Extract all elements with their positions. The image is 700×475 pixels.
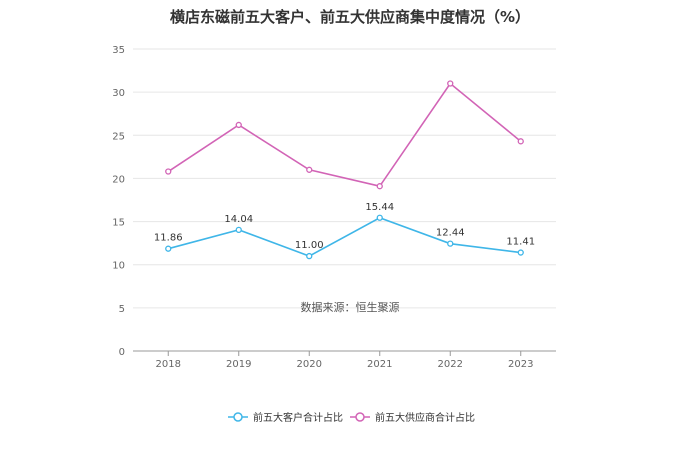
x-tick-label: 2022	[438, 359, 463, 370]
data-point	[447, 80, 454, 87]
data-point	[306, 166, 313, 173]
y-tick-label: 30	[112, 88, 125, 99]
chart-title: 横店东磁前五大客户、前五大供应商集中度情况（%）	[169, 8, 531, 26]
data-point	[376, 214, 383, 221]
y-tick-label: 35	[112, 45, 125, 56]
data-point	[235, 226, 242, 234]
data-label: 14.04	[224, 214, 253, 225]
series-2	[165, 80, 524, 190]
legend-marker	[233, 412, 243, 422]
data-point	[306, 252, 313, 260]
legend-label: 前五大供应商合计占比	[375, 411, 475, 424]
x-tick-label: 2018	[156, 359, 181, 370]
legend-label: 前五大客户合计占比	[253, 411, 343, 424]
x-tick-label: 2019	[226, 359, 251, 370]
y-tick-label: 15	[112, 218, 125, 229]
data-label: 12.44	[436, 228, 465, 239]
y-tick-label: 20	[112, 174, 125, 185]
x-axis: 2018 2019 2020 2021 2022 2023	[133, 350, 556, 370]
series-line	[168, 216, 521, 257]
data-point	[447, 240, 454, 247]
data-point	[165, 245, 172, 252]
x-tick-label: 2020	[297, 359, 322, 370]
data-point	[235, 121, 242, 129]
data-label: 11.00	[295, 240, 324, 251]
data-label: 15.44	[365, 202, 394, 213]
y-tick-label: 0	[119, 347, 125, 358]
x-tick-label: 2023	[508, 359, 533, 370]
data-label: 11.41	[506, 237, 535, 248]
series-group: 11.86 14.04 11.00 15.44 12.44 11.41	[154, 80, 535, 260]
data-label: 11.86	[154, 233, 183, 244]
series-line	[167, 82, 522, 188]
data-point	[376, 183, 383, 190]
y-axis: 0 5 10 15 20 25 30 35	[112, 45, 125, 358]
legend-marker	[355, 412, 365, 422]
y-tick-label: 10	[112, 261, 125, 272]
data-point	[517, 249, 524, 256]
data-point	[165, 168, 172, 175]
series-1: 11.86 14.04 11.00 15.44 12.44 11.41	[154, 202, 535, 260]
legend[interactable]: 前五大客户合计占比 前五大供应商合计占比	[228, 411, 475, 424]
legend-item-1[interactable]: 前五大客户合计占比	[228, 411, 343, 424]
y-tick-label: 25	[112, 131, 125, 142]
x-tick-label: 2021	[367, 359, 392, 370]
y-tick-label: 5	[119, 304, 125, 315]
legend-item-2[interactable]: 前五大供应商合计占比	[350, 411, 475, 424]
data-point	[517, 138, 524, 145]
source-note: 数据来源：恒生聚源	[301, 300, 400, 314]
